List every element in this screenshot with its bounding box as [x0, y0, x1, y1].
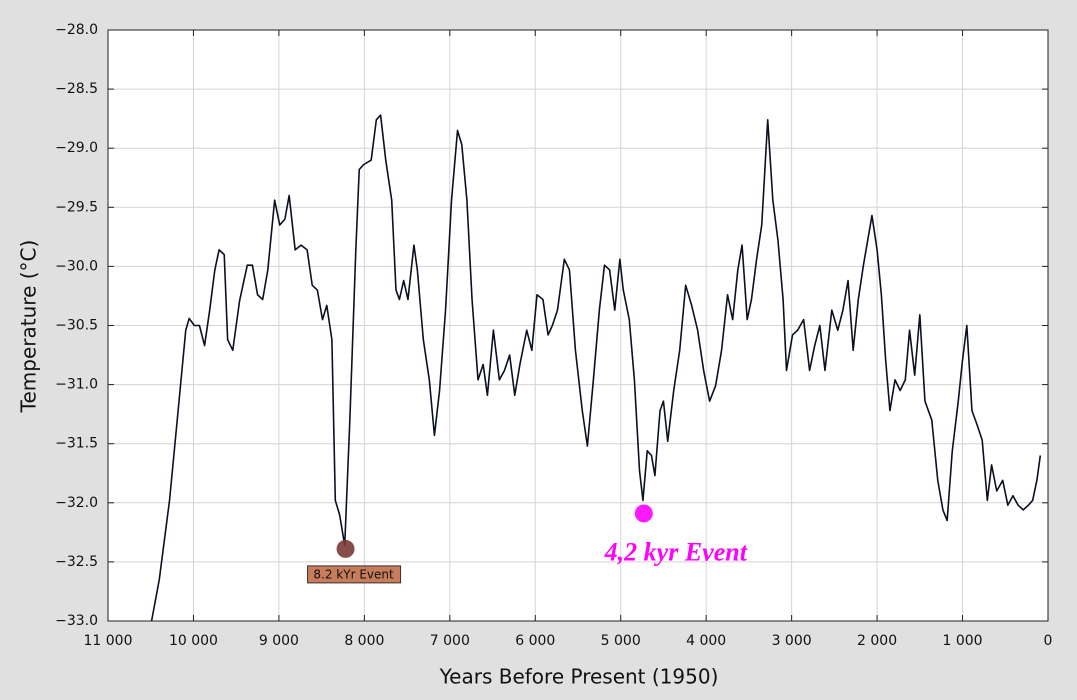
- x-tick-label: 1 000: [942, 633, 982, 649]
- event-label-box: [307, 565, 402, 584]
- y-tick-label: −28.5: [55, 81, 98, 97]
- x-tick-label: 3 000: [772, 633, 812, 649]
- x-axis-label: Years Before Present (1950): [439, 665, 719, 689]
- y-tick-label: −30.0: [55, 258, 98, 274]
- y-tick-label: −32.5: [55, 554, 98, 570]
- event-marker: [336, 539, 355, 558]
- y-tick-label: −30.5: [55, 318, 98, 334]
- x-tick-label: 7 000: [430, 633, 470, 649]
- x-tick-label: 8 000: [344, 633, 384, 649]
- y-tick-label: −29.0: [55, 140, 98, 156]
- x-tick-label: 4 000: [686, 633, 726, 649]
- y-tick-label: −32.0: [55, 495, 98, 511]
- event-label: 8.2 kYr Event: [313, 567, 394, 581]
- x-tick-label: 6 000: [515, 633, 555, 649]
- y-tick-label: −28.0: [55, 22, 98, 38]
- y-tick-label: −29.5: [55, 199, 98, 215]
- y-tick-label: −31.0: [55, 377, 98, 393]
- x-tick-label: 9 000: [259, 633, 299, 649]
- y-tick-label: −33.0: [55, 613, 98, 629]
- x-tick-label: 11 000: [84, 633, 133, 649]
- x-tick-label: 5 000: [601, 633, 641, 649]
- plot-frame: [107, 29, 1049, 622]
- x-tick-label: 0: [1044, 633, 1053, 649]
- x-tick-label: 2 000: [857, 633, 897, 649]
- event-label: 4,2 kyr Event: [604, 537, 748, 566]
- temperature-line: [150, 114, 1042, 622]
- y-tick-label: −31.5: [55, 436, 98, 452]
- event-marker: [634, 504, 653, 523]
- x-tick-label: 10 000: [169, 633, 218, 649]
- y-axis-label: Temperature (°C): [17, 240, 41, 414]
